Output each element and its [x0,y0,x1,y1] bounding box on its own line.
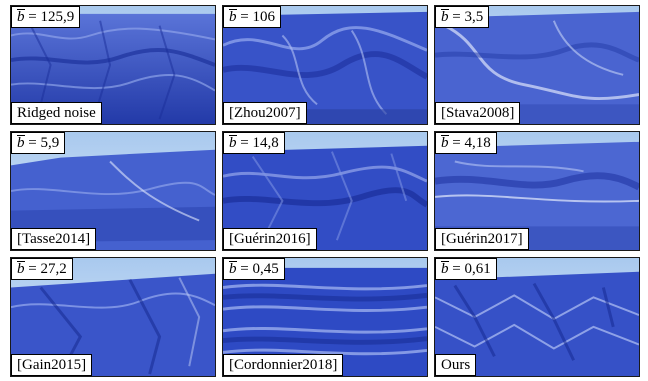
panel-guerin2016: b = 14,8 [Guérin2016] [222,131,428,251]
b-bar-symbol: b [441,135,449,151]
b-value-label: b = 0,45 [223,258,285,280]
panel-stava2008: b = 3,5 [Stava2008] [434,5,640,125]
b-bar-symbol: b [441,9,449,25]
b-value: 106 [252,9,275,25]
method-label: [Zhou2007] [223,102,307,124]
method-label: Ridged noise [11,102,102,124]
method-label: [Cordonnier2018] [223,354,344,376]
b-value-label: b = 4,18 [435,132,497,154]
b-value-label: b = 106 [223,6,281,28]
b-bar-symbol: b [17,261,25,277]
method-label: Ours [435,354,477,376]
b-value: 27,2 [40,261,67,277]
method-label: [Tasse2014] [11,228,97,250]
method-label: [Gain2015] [11,354,93,376]
b-value: 0,61 [464,261,491,277]
b-value-label: b = 125,9 [11,6,81,28]
method-label: [Guérin2016] [223,228,317,250]
panel-ridged-noise: b = 125,9 Ridged noise [10,5,216,125]
b-value: 14,8 [252,135,279,151]
b-value-label: b = 3,5 [435,6,490,28]
b-bar-symbol: b [17,9,25,25]
terrain-render [435,271,639,376]
panel-ours: b = 0,61 Ours [434,257,640,377]
panel-gain2015: b = 27,2 [Gain2015] [10,257,216,377]
b-value-label: b = 14,8 [223,132,285,154]
b-bar-symbol: b [17,135,25,151]
b-value-label: b = 27,2 [11,258,73,280]
terrain-render [223,145,427,250]
b-value-label: b = 0,61 [435,258,497,280]
b-bar-symbol: b [229,9,237,25]
panel-zhou2007: b = 106 [Zhou2007] [222,5,428,125]
b-bar-symbol: b [229,261,237,277]
terrain-render [11,273,215,376]
panel-tasse2014: b = 5,9 [Tasse2014] [10,131,216,251]
b-value: 0,45 [252,261,279,277]
b-value: 125,9 [40,9,75,25]
b-value: 5,9 [40,135,60,151]
panel-cordonnier2018: b = 0,45 [Cordonnier2018] [222,257,428,377]
b-value-label: b = 5,9 [11,132,66,154]
terrain-render [11,13,215,124]
b-bar-symbol: b [229,135,237,151]
terrain-render [223,267,427,376]
method-label: [Stava2008] [435,102,521,124]
method-label: [Guérin2017] [435,228,529,250]
panel-guerin2017: b = 4,18 [Guérin2017] [434,131,640,251]
terrain-comparison-figure: b = 125,9 Ridged noise b = 106 [Zhou2007… [10,5,640,378]
b-value: 4,18 [464,135,491,151]
b-value: 3,5 [464,9,484,25]
b-bar-symbol: b [441,261,449,277]
